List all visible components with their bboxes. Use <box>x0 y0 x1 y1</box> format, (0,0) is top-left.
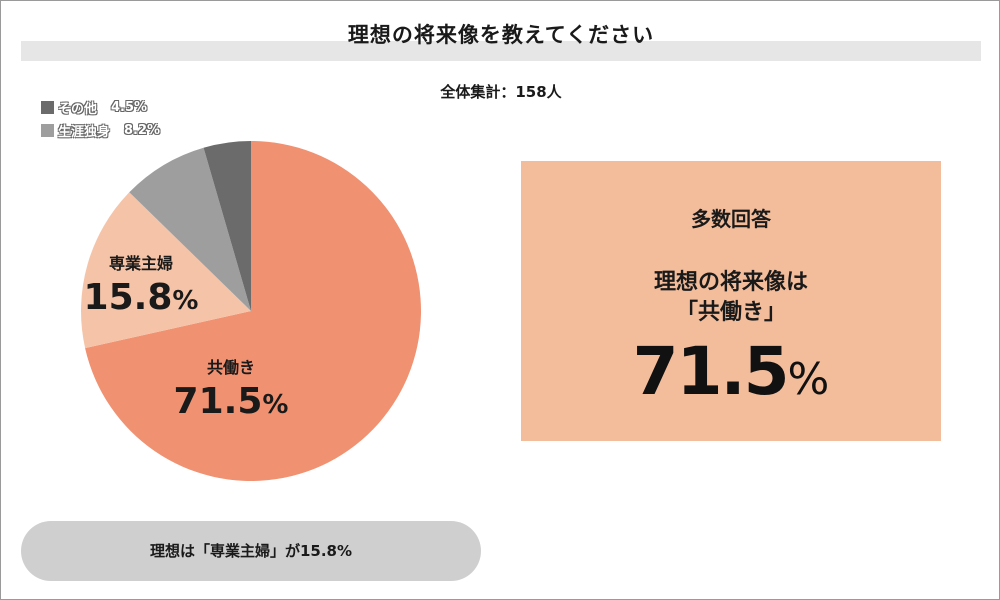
majority-answer-box: 多数回答 理想の将来像は 「共働き」 71.5% <box>521 161 941 441</box>
answer-line2: 「共働き」 <box>675 300 786 325</box>
pie-slice-single <box>129 147 251 311</box>
chart-title: 理想の将来像を教えてください <box>347 23 655 47</box>
legend-value-single: 8.2% <box>124 122 161 138</box>
footer-note: 理想は「専業主婦」が15.8% <box>21 521 481 581</box>
legend-label-single: 生涯独身 <box>58 124 111 140</box>
legend-item-single: 生涯独身 8.2% <box>41 120 160 140</box>
respondent-count: 全体集計：158人 <box>440 83 562 101</box>
pie-label-dual-income: 共働き <box>207 358 255 377</box>
answer-value-number: 71.5 <box>632 333 790 410</box>
answer-value-unit: % <box>787 354 830 405</box>
legend-value-other: 4.5% <box>111 99 148 115</box>
legend-swatch-other <box>41 100 54 114</box>
legend-label-other: その他 <box>58 101 98 117</box>
answer-heading: 多数回答 <box>691 207 771 231</box>
legend: その他 4.5% 生涯独身 8.2% <box>41 97 160 143</box>
answer-line1: 理想の将来像は <box>653 270 808 295</box>
pie-label-housewife: 専業主婦 <box>109 254 173 273</box>
answer-value: 71.5% <box>521 333 941 410</box>
pie-slice-housewife <box>81 192 251 349</box>
legend-item-other: その他 4.5% <box>41 97 160 117</box>
pie-value-housewife: 15.8% <box>84 277 199 318</box>
legend-swatch-single <box>41 123 54 137</box>
pie-slice-other <box>203 141 251 311</box>
pie-slice-dual-income <box>85 141 421 481</box>
title-bar <box>21 21 981 61</box>
